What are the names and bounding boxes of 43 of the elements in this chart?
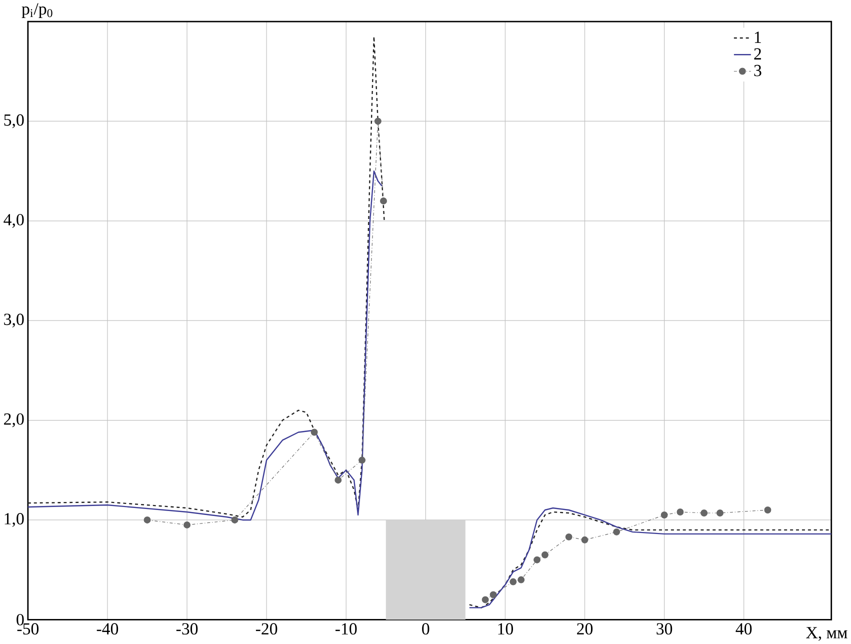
point (534, 556, 540, 564)
point (374, 118, 382, 125)
x-tick-label: 0 (422, 623, 430, 635)
point (660, 511, 668, 518)
point (310, 428, 318, 436)
y-tick-label: 4,0 (4, 214, 24, 228)
point (510, 578, 517, 586)
legend-label: 3 (754, 64, 762, 76)
x-tick-label: -30 (176, 623, 198, 635)
point (334, 476, 342, 484)
y-axis-title: p$_{i}$/p$_{0}$ (22, 3, 52, 18)
x-tick-label: -10 (335, 623, 357, 635)
x-tick-label: -20 (256, 623, 278, 635)
point (700, 509, 708, 516)
point (184, 521, 190, 528)
point (358, 456, 366, 464)
point (231, 516, 238, 524)
point (490, 591, 497, 598)
point (518, 576, 525, 584)
y-tick-label: 2,0 (4, 413, 24, 428)
y-tick-label: 5,0 (4, 114, 24, 128)
x-tick-label: 10 (498, 623, 514, 635)
point (380, 197, 387, 204)
legend-label: 1 (754, 32, 761, 43)
point (144, 516, 151, 524)
point (565, 533, 572, 540)
y-tick-label: 1,0 (4, 513, 24, 527)
y-tick-label: 0 (16, 614, 24, 626)
point (482, 596, 489, 604)
x-tick-label: 30 (656, 623, 672, 635)
x-tick-label: -40 (96, 623, 118, 635)
point (764, 506, 772, 514)
x-axis-title: X, мм (806, 627, 848, 641)
x-tick-label: 40 (736, 623, 752, 635)
point (613, 528, 620, 536)
point (676, 508, 684, 516)
x-tick-label: -50 (17, 623, 39, 635)
legend-label: 2 (754, 48, 761, 60)
y-tick-label: 3,0 (4, 314, 24, 328)
point (581, 536, 588, 544)
point (716, 509, 724, 516)
point (542, 551, 548, 558)
x-tick-label: 20 (577, 623, 593, 635)
